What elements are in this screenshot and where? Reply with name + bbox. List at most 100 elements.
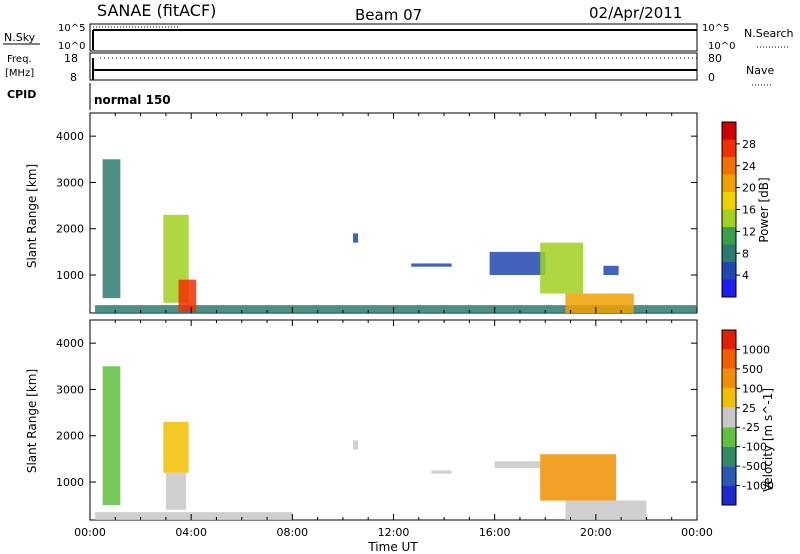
data-region-0 [95,305,697,313]
ytick-label: 2000 [56,223,84,236]
freq-label-2: [MHz] [5,68,34,79]
colorbar-tick-label: 28 [742,138,756,151]
colorbar-swatch-2 [722,446,736,467]
freq-panel [89,52,698,81]
colorbar-swatch-3 [722,227,736,245]
nsky-tick-top: 10^5 [58,23,85,34]
colorbar-tick-label: 4 [742,269,749,282]
velocity-colorbar: 1000 500 100 25 -25 -100 -500 -1000 [721,329,774,506]
nsearch-tick-top: 10^5 [702,23,729,34]
time-axis: 00:00 04:00 08:00 12:00 16:00 20:00 00:00 [74,526,713,539]
power-ylabel: Slant Range [km] [25,164,39,268]
colorbar-tick-label: 100 [742,382,763,395]
data-region-0 [95,512,293,520]
velocity-yaxis: 1000 2000 3000 4000 [56,320,698,520]
xtick-label: 00:00 [681,526,713,539]
velocity-colorbar-label: Velocity [m s^-1] [761,388,775,492]
colorbar-tick-label: 500 [742,363,763,376]
colorbar-swatch-1 [722,466,736,486]
velocity-marks [95,366,647,520]
power-marks [95,159,697,313]
power-panel: 1000 2000 3000 4000 Slant Range [km] [25,112,698,314]
nave-tick-top: 80 [708,52,722,65]
data-region-7 [540,242,584,294]
ytick-label: 3000 [56,383,84,396]
colorbar-swatch-1 [722,262,736,280]
beam-title: Beam 07 [355,6,422,24]
colorbar-tick-label: -500 [742,460,767,473]
ytick-label: 1000 [56,476,84,489]
colorbar-swatch-4 [722,407,736,428]
colorbar-tick-label: -1000 [742,480,774,493]
nave-tick-bottom: 0 [708,71,715,84]
nsearch-label: N.Search [744,27,794,40]
data-region-7 [540,454,617,501]
ytick-label: 4000 [56,337,84,350]
xtick-label: 20:00 [580,526,612,539]
data-region-4 [353,233,359,243]
colorbar-tick-label: 16 [742,204,756,217]
colorbar-swatch-6 [722,174,736,192]
velocity-ylabel: Slant Range [km] [25,369,39,473]
data-region-4 [353,440,359,450]
data-region-6 [494,461,541,469]
time-axis-label: Time UT [367,540,418,554]
colorbar-frame [721,329,737,506]
data-region-8 [565,293,634,313]
data-region-3 [178,279,197,313]
data-region-5 [431,470,452,474]
freq-tick-top: 18 [64,52,78,65]
colorbar-tick-label: 12 [742,225,756,238]
colorbar-tick-label: 1000 [742,343,770,356]
data-region-1 [102,159,121,299]
colorbar-tick-label: 8 [742,247,749,260]
colorbar-swatch-0 [722,485,736,505]
data-region-2 [163,421,189,473]
data-region-3 [165,472,187,510]
nsky-tick-bottom: 10^0 [58,41,85,52]
date-title: 02/Apr/2011 [589,4,682,22]
colorbar-swatch-3 [722,427,736,447]
freq-tick-bottom: 8 [70,71,77,84]
colorbar-tick-label: 20 [742,182,756,195]
data-region-8 [565,500,647,520]
freq-label-1: Freq. [7,54,32,65]
colorbar-tick-label: 25 [742,402,756,415]
colorbar-swatch-8 [722,330,736,350]
xtick-label: 16:00 [479,526,511,539]
ytick-label: 1000 [56,269,84,282]
colorbar-tick-label: -25 [742,421,760,434]
cpid-label: CPID [7,88,36,101]
nave-label: Nave [746,64,774,77]
colorbar-swatch-0 [722,279,736,297]
station-title: SANAE (fitACF) [97,1,216,20]
colorbar-tick-label: -100 [742,441,767,454]
data-region-1 [102,366,121,506]
xtick-label: 12:00 [378,526,410,539]
colorbar-swatch-6 [722,368,736,389]
xtick-label: 00:00 [74,526,106,539]
nsky-panel [89,23,698,52]
xtick-label: 04:00 [175,526,207,539]
power-colorbar: 4 8 12 16 20 24 28 [721,121,756,298]
ytick-label: 3000 [56,176,84,189]
colorbar-swatch-7 [722,349,736,369]
data-region-6 [489,251,546,276]
colorbar-tick-label: 24 [742,160,756,173]
data-region-9 [603,265,619,276]
colorbar-swatch-2 [722,244,736,262]
colorbar-swatch-4 [722,209,736,227]
colorbar-swatch-7 [722,157,736,175]
ytick-label: 2000 [56,430,84,443]
colorbar-swatch-9 [722,122,736,140]
power-colorbar-label: Power [dB] [757,177,771,242]
cpid-value: normal 150 [94,93,171,107]
nsky-label: N.Sky [4,31,36,44]
xtick-label: 08:00 [276,526,308,539]
colorbar-swatch-8 [722,139,736,157]
nsearch-tick-bottom: 10^0 [708,41,735,52]
ytick-label: 4000 [56,130,84,143]
velocity-panel: 1000 2000 3000 4000 Slant Range [km] [25,319,698,521]
colorbar-swatch-5 [722,192,736,210]
